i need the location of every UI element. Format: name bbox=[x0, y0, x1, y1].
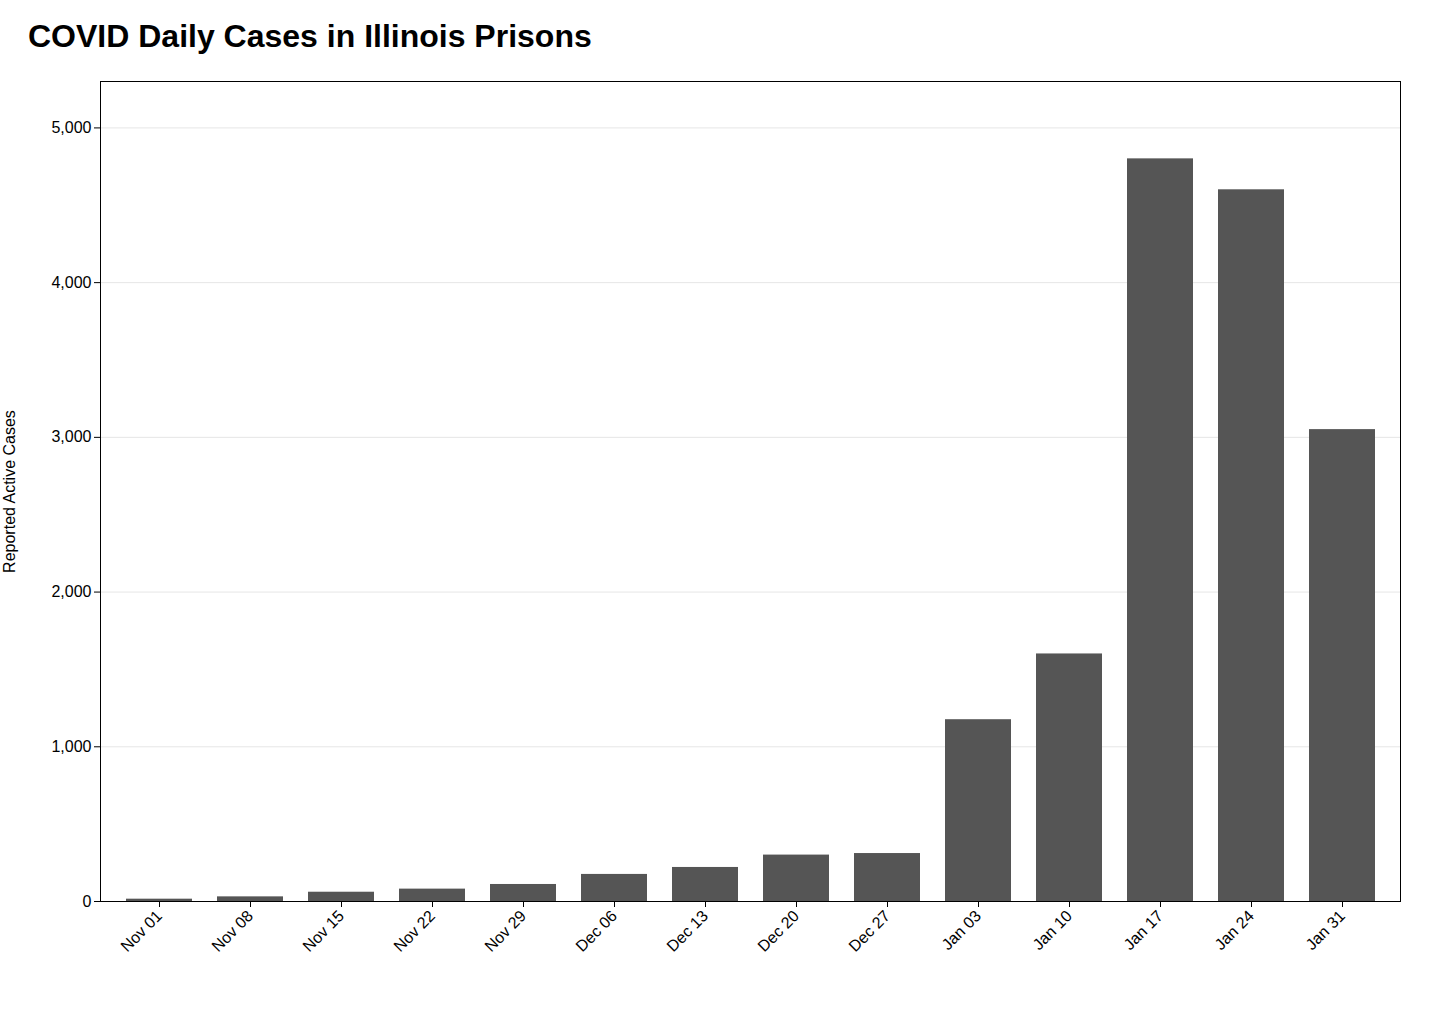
svg-text:Jan 17: Jan 17 bbox=[1120, 907, 1166, 953]
svg-text:1,000: 1,000 bbox=[51, 738, 91, 755]
svg-text:Nov 01: Nov 01 bbox=[117, 907, 165, 955]
svg-text:Nov 15: Nov 15 bbox=[299, 907, 347, 955]
svg-text:Reported Active Cases: Reported Active Cases bbox=[1, 410, 18, 573]
svg-text:Jan 24: Jan 24 bbox=[1211, 907, 1257, 953]
svg-text:Dec 27: Dec 27 bbox=[845, 907, 893, 955]
html-text:COVID Daily Cases in Illinois: COVID Daily Cases in Illinois Prisons bbox=[28, 18, 592, 54]
svg-text:Dec 20: Dec 20 bbox=[754, 907, 802, 955]
svg-text:Jan 10: Jan 10 bbox=[1029, 907, 1075, 953]
svg-text:Nov 22: Nov 22 bbox=[390, 907, 438, 955]
svg-text:Jan 03: Jan 03 bbox=[938, 907, 984, 953]
svg-text:4,000: 4,000 bbox=[51, 274, 91, 291]
svg-text:5,000: 5,000 bbox=[51, 119, 91, 136]
svg-text:0: 0 bbox=[83, 893, 92, 910]
svg-text:Nov 08: Nov 08 bbox=[208, 907, 256, 955]
svg-text:Nov 29: Nov 29 bbox=[481, 907, 529, 955]
svg-text:2,000: 2,000 bbox=[51, 583, 91, 600]
svg-text:3,000: 3,000 bbox=[51, 428, 91, 445]
svg-text:Dec 13: Dec 13 bbox=[663, 907, 711, 955]
svg-text:Jan 31: Jan 31 bbox=[1302, 907, 1348, 953]
svg-text:Dec 06: Dec 06 bbox=[572, 907, 620, 955]
